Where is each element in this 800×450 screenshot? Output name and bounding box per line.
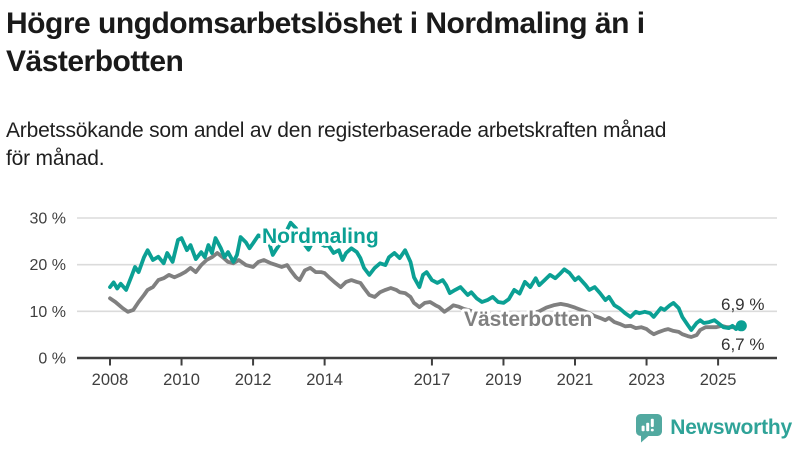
x-tick-label: 2017 [414, 371, 451, 389]
x-axis: 0 % 10 % 20 % 30 % 2008 2010 2012 2014 2017 2019 2… [30, 210, 777, 389]
chart-subtitle: Arbetssökande som andel av den registerb… [6, 117, 794, 173]
series-label-västerbotten: Västerbotten [464, 308, 592, 331]
y-tick-label: 0 % [38, 351, 66, 368]
newsworthy-logo-link[interactable]: Newsworthy [635, 413, 792, 443]
y-tick-label: 30 % [30, 210, 66, 227]
line-chart: 0 % 10 % 20 % 30 % 2008 2010 2012 2014 2017 2019 2… [30, 210, 777, 389]
x-tick-label: 2014 [306, 371, 343, 389]
subtitle-line2: för månad. [6, 146, 105, 170]
newsworthy-brand-text: Newsworthy [670, 416, 792, 439]
x-tick-label: 2019 [485, 371, 522, 389]
newsworthy-bar-chart-icon [636, 414, 663, 443]
series-end-dot-nordmaling [735, 320, 747, 332]
series-label-nordmaling: Nordmaling [262, 225, 379, 248]
page-title: Högre ungdomsarbetslöshet i Nordmaling ä… [6, 5, 792, 81]
series-line-nordmaling [108, 220, 744, 332]
title-line2: Västerbotten [6, 45, 184, 79]
title-line1: Högre ungdomsarbetslöshet i Nordmaling ä… [6, 7, 645, 40]
x-tick-label: 2010 [163, 371, 200, 389]
logo-bars [641, 418, 655, 432]
series-line-västerbotten [108, 251, 744, 339]
x-tick-label: 2021 [557, 371, 594, 389]
gridlines [77, 217, 777, 313]
x-tick-label: 2012 [235, 371, 272, 389]
series-labels: Nordmaling 6,9 % Västerbotten 6,7 % [259, 222, 764, 354]
x-tick-label: 2008 [92, 371, 129, 389]
end-value-label-nordmaling: 6,9 % [721, 295, 764, 314]
y-tick-label: 20 % [30, 257, 66, 274]
end-value-label-västerbotten: 6,7 % [721, 335, 764, 354]
subtitle-line1: Arbetssökande som andel av den registerb… [6, 119, 667, 142]
y-tick-label: 10 % [30, 304, 66, 321]
series-lines [108, 220, 744, 339]
x-tick-label: 2023 [628, 371, 665, 389]
x-tick-label: 2025 [700, 371, 737, 389]
